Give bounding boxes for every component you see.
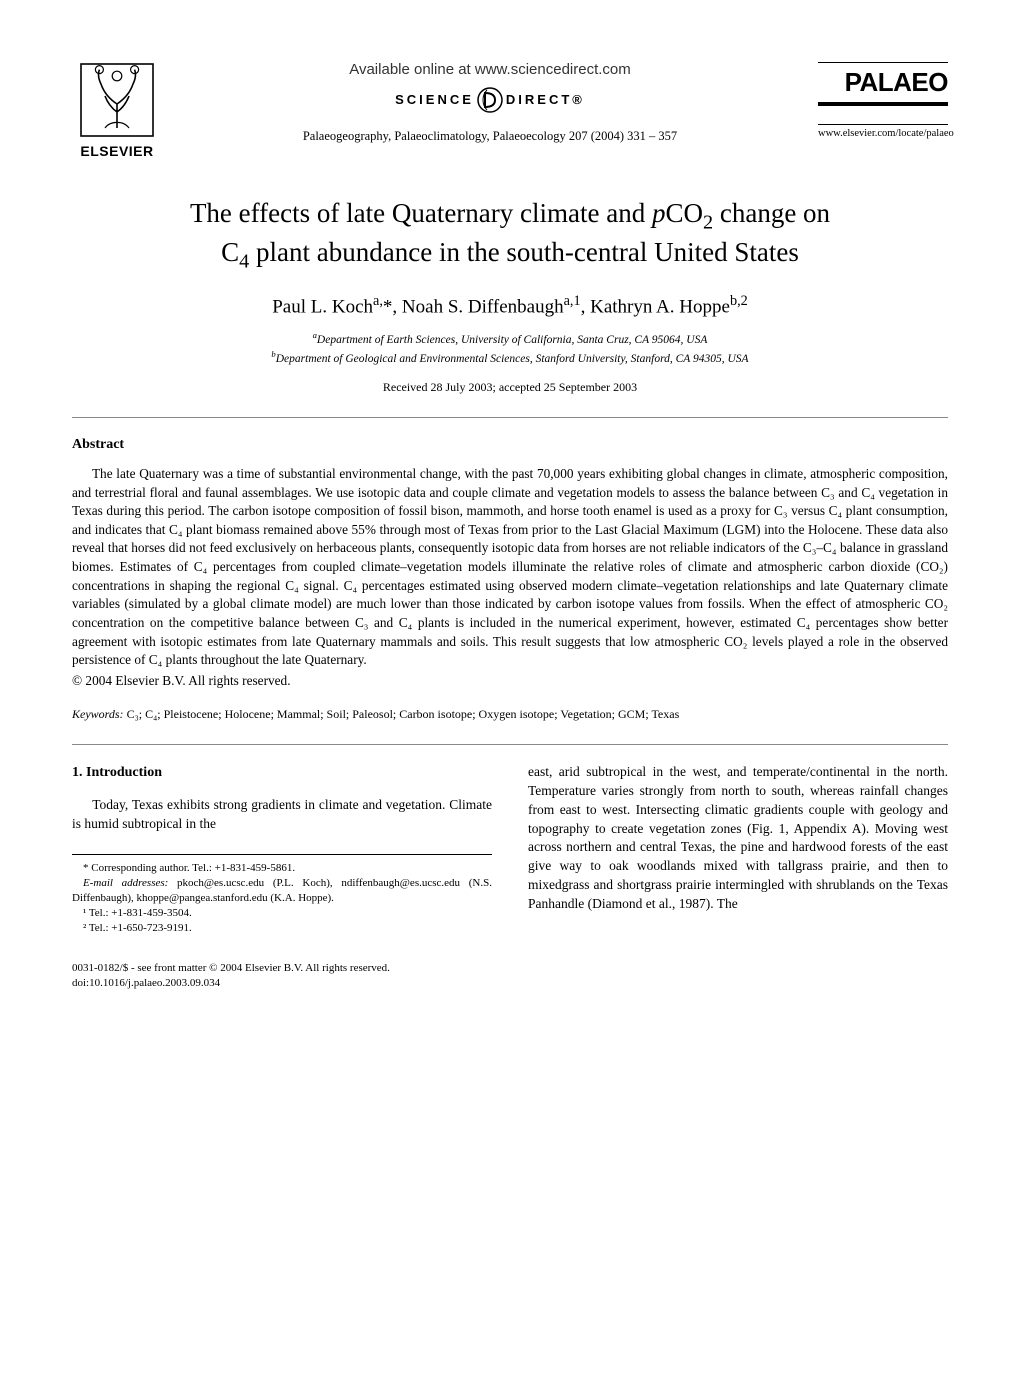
palaeo-thin-rule (818, 124, 948, 125)
available-online-text: Available online at www.sciencedirect.co… (182, 60, 798, 80)
right-column: east, arid subtropical in the west, and … (528, 763, 948, 936)
intro-para-left: Today, Texas exhibits strong gradients i… (72, 796, 492, 834)
article-title: The effects of late Quaternary climate a… (72, 197, 948, 274)
bottom-matter: 0031-0182/$ - see front matter © 2004 El… (72, 961, 948, 990)
palaeo-thick-rule (818, 102, 948, 106)
abstract-copyright: © 2004 Elsevier B.V. All rights reserved… (72, 672, 948, 690)
palaeo-url: www.elsevier.com/locate/palaeo (818, 127, 948, 141)
journal-citation: Palaeogeography, Palaeoclimatology, Pala… (182, 128, 798, 145)
footnote-tel-2: ² Tel.: +1-650-723-9191. (72, 921, 492, 936)
abstract-paragraph: The late Quaternary was a time of substa… (72, 465, 948, 670)
intro-heading: 1. Introduction (72, 763, 492, 783)
email-label: E-mail addresses: (83, 877, 168, 889)
keywords-text: C₃; C₄; Pleistocene; Holocene; Mammal; S… (124, 707, 680, 721)
elsevier-logo-block: ELSEVIER (72, 60, 162, 161)
separator-rule-1 (72, 417, 948, 418)
keywords-line: Keywords: C₃; C₄; Pleistocene; Holocene;… (72, 706, 948, 722)
abstract-heading: Abstract (72, 436, 948, 455)
palaeo-logo-block: PALAEO www.elsevier.com/locate/palaeo (818, 60, 948, 141)
footnotes-block: * Corresponding author. Tel.: +1-831-459… (72, 854, 492, 935)
science-text-left: SCIENCE (395, 91, 474, 109)
abstract-body: The late Quaternary was a time of substa… (72, 465, 948, 670)
intro-columns: 1. Introduction Today, Texas exhibits st… (72, 763, 948, 936)
separator-rule-2 (72, 744, 948, 745)
left-column: 1. Introduction Today, Texas exhibits st… (72, 763, 492, 936)
keywords-label: Keywords: (72, 707, 124, 721)
elsevier-tree-icon (77, 60, 157, 140)
received-dates: Received 28 July 2003; accepted 25 Septe… (72, 379, 948, 395)
sciencedirect-logo: SCIENCE DIRECT® (182, 86, 798, 114)
science-text-right: DIRECT® (506, 91, 585, 109)
footnote-tel-1: ¹ Tel.: +1-831-459-3504. (72, 906, 492, 921)
palaeo-top-rule (818, 62, 948, 63)
affiliations: aDepartment of Earth Sciences, Universit… (72, 330, 948, 367)
authors-line: Paul L. Kocha,*, Noah S. Diffenbaugha,1,… (72, 292, 948, 320)
intro-para-right: east, arid subtropical in the west, and … (528, 763, 948, 914)
palaeo-logo-text: PALAEO (818, 65, 948, 100)
header-center: Available online at www.sciencedirect.co… (162, 60, 818, 145)
page-header: ELSEVIER Available online at www.science… (72, 60, 948, 161)
footnote-corresponding: * Corresponding author. Tel.: +1-831-459… (72, 861, 492, 876)
footnote-emails: E-mail addresses: pkoch@es.ucsc.edu (P.L… (72, 876, 492, 906)
title-line-1: The effects of late Quaternary climate a… (190, 198, 830, 228)
abstract-section: Abstract The late Quaternary was a time … (72, 436, 948, 690)
affiliation-b: bDepartment of Geological and Environmen… (72, 349, 948, 367)
title-line-2: C4 plant abundance in the south-central … (221, 237, 799, 267)
elsevier-label: ELSEVIER (80, 142, 153, 161)
doi-line: doi:10.1016/j.palaeo.2003.09.034 (72, 976, 948, 990)
front-matter-line: 0031-0182/$ - see front matter © 2004 El… (72, 961, 948, 975)
sciencedirect-d-icon (476, 86, 504, 114)
affiliation-a: aDepartment of Earth Sciences, Universit… (72, 330, 948, 348)
